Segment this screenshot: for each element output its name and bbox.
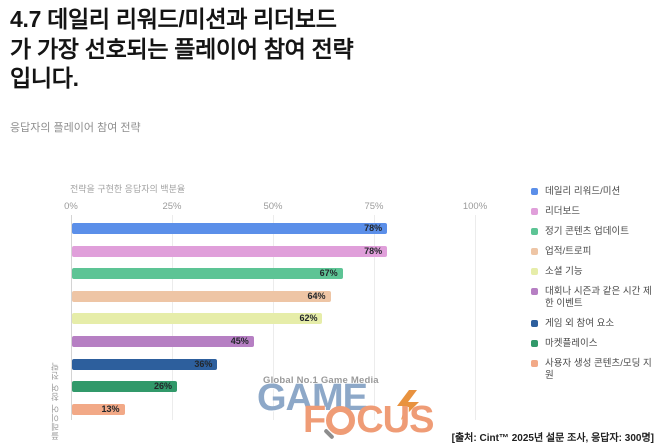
bar-value-label: 26%: [154, 381, 173, 392]
bar-9: 13%: [72, 403, 125, 415]
legend-label: 소셜 기능: [545, 266, 583, 277]
legend-label: 데일리 리워드/미션: [545, 186, 621, 197]
legend-swatch-icon: [531, 360, 538, 367]
x-axis-tick-label: 50%: [263, 201, 283, 212]
legend-swatch-icon: [531, 340, 538, 347]
legend-label: 리더보드: [545, 206, 580, 217]
bar-value-label: 36%: [194, 358, 213, 369]
legend-label: 사용자 생성 콘텐츠/모딩 지원: [545, 358, 652, 381]
bar-value-label: 67%: [319, 268, 338, 279]
legend-label: 대회나 시즌과 같은 시간 제한 이벤트: [545, 286, 652, 309]
bar-3: 67%: [72, 268, 343, 280]
legend-label: 업적/트로피: [545, 246, 592, 257]
bar-5: 62%: [72, 313, 323, 325]
bar-value-label: 78%: [364, 245, 383, 256]
legend-item-3: 정기 콘텐츠 업데이트: [531, 226, 658, 238]
bar-4: 64%: [72, 290, 331, 302]
legend-label: 마켓플레이스: [545, 338, 598, 349]
legend-swatch-icon: [531, 268, 538, 275]
x-axis-tick-label: 75%: [364, 201, 384, 212]
legend-item-2: 리더보드: [531, 206, 658, 218]
bar-value-label: 78%: [364, 223, 383, 233]
legend-item-5: 소셜 기능: [531, 266, 658, 278]
source-note: [출처: Cint™ 2025년 설문 조사, 응답자: 300명]: [451, 433, 654, 444]
legend-swatch-icon: [531, 320, 538, 327]
page-title-line-3: 입니다.: [10, 65, 79, 91]
legend-label: 게임 외 참여 요소: [545, 318, 615, 329]
legend-item-7: 게임 외 참여 요소: [531, 318, 658, 330]
x-axis-tick-label: 0%: [64, 201, 78, 212]
bar-value-label: 13%: [101, 403, 120, 414]
legend-swatch-icon: [531, 288, 538, 295]
x-axis-tick-label: 100%: [462, 201, 488, 212]
chart-subtitle: 응답자의 플레이어 참여 전략: [10, 122, 141, 134]
bar-8: 26%: [72, 381, 178, 393]
legend-label: 정기 콘텐츠 업데이트: [545, 226, 629, 237]
legend-swatch-icon: [531, 208, 538, 215]
bar-6: 45%: [72, 336, 254, 347]
page-title-line-2: 가 가장 선호되는 플레이어 참여 전략: [10, 35, 354, 62]
page-title-line-1: 4.7 데일리 리워드/미션과 리더보드: [10, 6, 337, 32]
bar-7: 36%: [72, 358, 218, 370]
legend-item-4: 업적/트로피: [531, 246, 658, 258]
x-axis-title: 전략을 구현한 응답자의 백분율: [70, 184, 186, 194]
legend-item-9: 사용자 생성 콘텐츠/모딩 지원: [531, 358, 658, 382]
bar-2: 78%: [72, 245, 388, 257]
bar-1: 78%: [72, 223, 388, 234]
y-axis-title: 플레이어 참여 전략: [50, 362, 60, 440]
x-axis-tick-label: 25%: [162, 201, 182, 212]
bar-value-label: 45%: [230, 336, 249, 346]
legend-item-6: 대회나 시즌과 같은 시간 제한 이벤트: [531, 286, 658, 310]
legend-item-1: 데일리 리워드/미션: [531, 186, 658, 198]
bar-value-label: 62%: [299, 313, 318, 324]
y-axis-line: [71, 215, 72, 420]
legend-swatch-icon: [531, 228, 538, 235]
page-title: 4.7 데일리 리워드/미션과 리더보드 가 가장 선호되는 플레이어 참여 전…: [10, 5, 470, 94]
legend-swatch-icon: [531, 188, 538, 195]
bar-value-label: 64%: [307, 290, 326, 301]
legend-item-8: 마켓플레이스: [531, 338, 658, 350]
gridline: [475, 215, 476, 420]
gridline: [374, 215, 375, 420]
legend-swatch-icon: [531, 248, 538, 255]
